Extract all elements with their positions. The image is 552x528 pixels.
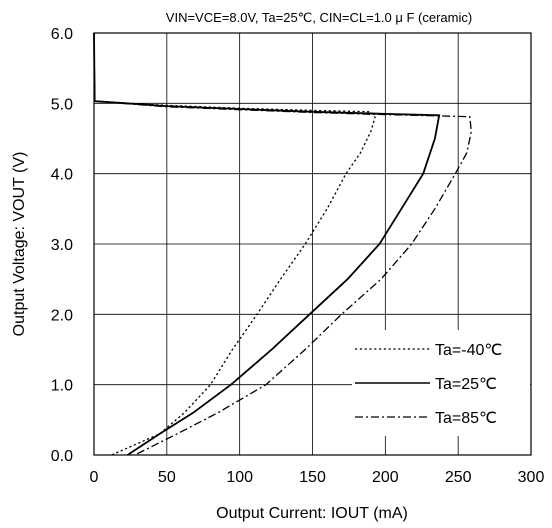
x-tick-label: 100 [226, 469, 253, 486]
x-tick-label: 250 [445, 469, 472, 486]
legend-label: Ta=-40℃ [435, 342, 502, 359]
y-tick-label: 1.0 [51, 378, 73, 395]
conditions-text: VIN=VCE=8.0V, Ta=25℃, CIN=CL=1.0 μ F (ce… [166, 10, 472, 25]
x-axis-title: Output Current: IOUT (mA) [216, 505, 408, 522]
y-tick-label: 0.0 [51, 448, 73, 465]
x-tick-label: 200 [372, 469, 399, 486]
y-tick-label: 3.0 [51, 237, 73, 254]
y-axis-title: Output Voltage: VOUT (V) [11, 152, 28, 337]
y-tick-label: 6.0 [51, 26, 73, 43]
x-tick-label: 150 [299, 469, 326, 486]
legend: Ta=-40℃ Ta=25℃ Ta=85℃ [355, 342, 502, 427]
x-tick-labels: 0 50 100 150 200 250 300 [90, 469, 545, 486]
grid [94, 33, 531, 455]
series-line [93, 32, 472, 456]
y-tick-label: 4.0 [51, 167, 73, 184]
x-tick-label: 50 [158, 469, 176, 486]
y-tick-label: 2.0 [51, 307, 73, 324]
y-tick-label: 5.0 [51, 96, 73, 113]
y-tick-labels: 0.0 1.0 2.0 3.0 4.0 5.0 6.0 [51, 26, 73, 465]
plot-frame [93, 32, 532, 456]
legend-label: Ta=25℃ [435, 376, 497, 393]
legend-label: Ta=85℃ [435, 410, 497, 427]
x-tick-label: 300 [518, 469, 545, 486]
series-line [93, 32, 441, 456]
x-tick-label: 0 [90, 469, 99, 486]
series-lines [93, 32, 472, 456]
